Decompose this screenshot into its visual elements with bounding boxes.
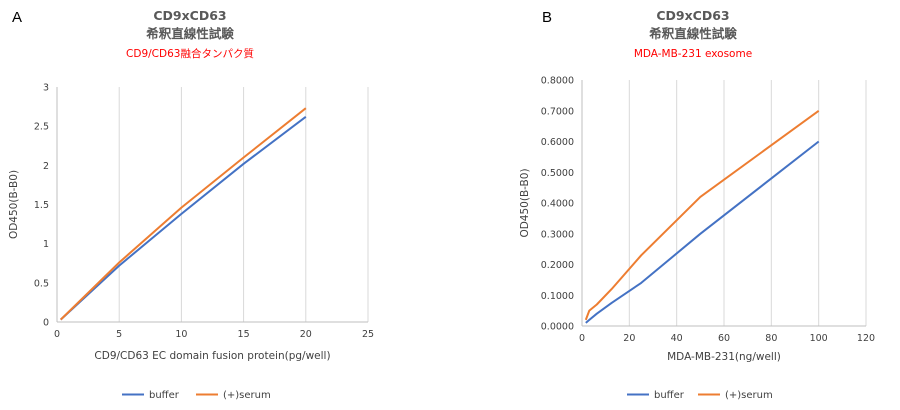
x-tick-label: 20 <box>623 333 635 344</box>
legend-label: (+)serum <box>223 390 271 401</box>
x-tick-label: 80 <box>765 333 777 344</box>
x-tick-label: 100 <box>810 333 828 344</box>
series-line-serum <box>584 109 820 321</box>
y-tick-label: 0.8000 <box>541 76 574 87</box>
x-tick-label: 25 <box>362 329 374 340</box>
x-tick-label: 10 <box>175 329 187 340</box>
x-axis-label: MDA-MB-231(ng/well) <box>667 351 781 363</box>
series-line-buffer <box>60 116 307 321</box>
y-tick-label: 0.3000 <box>541 229 574 240</box>
series-line-serum <box>60 107 307 321</box>
y-tick-label: 0 <box>43 318 49 329</box>
chart-title-line2: 希釈直線性試験 <box>648 26 737 41</box>
chart-subtitle: CD9/CD63融合タンパク質 <box>126 47 254 60</box>
chart-panel-b: B CD9xCD63 希釈直線性試験 MDA-MB-231 exosome 0 20 40 6… <box>519 8 875 401</box>
x-tick-label: 15 <box>238 329 250 340</box>
y-tick-label: 0.7000 <box>541 106 574 117</box>
x-tick-label: 40 <box>671 333 683 344</box>
y-tick-label: 1 <box>43 239 49 250</box>
y-tick-label: 1.5 <box>34 200 49 211</box>
y-tick-label: 0.1000 <box>541 291 574 302</box>
chart-title: CD9xCD63 <box>153 8 226 23</box>
legend-label: buffer <box>654 390 685 401</box>
y-axis-label: OD450(B-B0) <box>519 168 531 237</box>
x-tick-label: 0 <box>54 329 60 340</box>
y-tick-label: 0.0000 <box>541 322 574 333</box>
x-tick-label: 60 <box>718 333 730 344</box>
panel-label: A <box>12 9 22 26</box>
y-tick-label: 0.5000 <box>541 168 574 179</box>
chart-title-line2: 希釈直線性試験 <box>145 26 234 41</box>
x-axis-label: CD9/CD63 EC domain fusion protein(pg/wel… <box>94 350 330 362</box>
x-tick-label: 0 <box>579 333 585 344</box>
y-tick-label: 0.2000 <box>541 260 574 271</box>
legend-label: (+)serum <box>725 390 773 401</box>
chart-subtitle: MDA-MB-231 exosome <box>634 48 752 60</box>
y-tick-label: 0.5 <box>34 278 49 289</box>
y-tick-label: 0.4000 <box>541 199 574 210</box>
y-axis-label: OD450(B-B0) <box>8 170 20 239</box>
series-line-buffer <box>585 140 820 324</box>
legend-label: buffer <box>149 390 180 401</box>
y-tick-label: 2 <box>43 161 49 172</box>
x-tick-label: 120 <box>857 333 875 344</box>
y-tick-label: 0.6000 <box>541 137 574 148</box>
y-tick-label: 3 <box>43 83 49 94</box>
x-tick-label: 20 <box>300 329 312 340</box>
panel-label: B <box>542 9 552 26</box>
chart-title: CD9xCD63 <box>656 8 729 23</box>
y-tick-label: 2.5 <box>34 122 49 133</box>
x-tick-label: 5 <box>116 329 122 340</box>
